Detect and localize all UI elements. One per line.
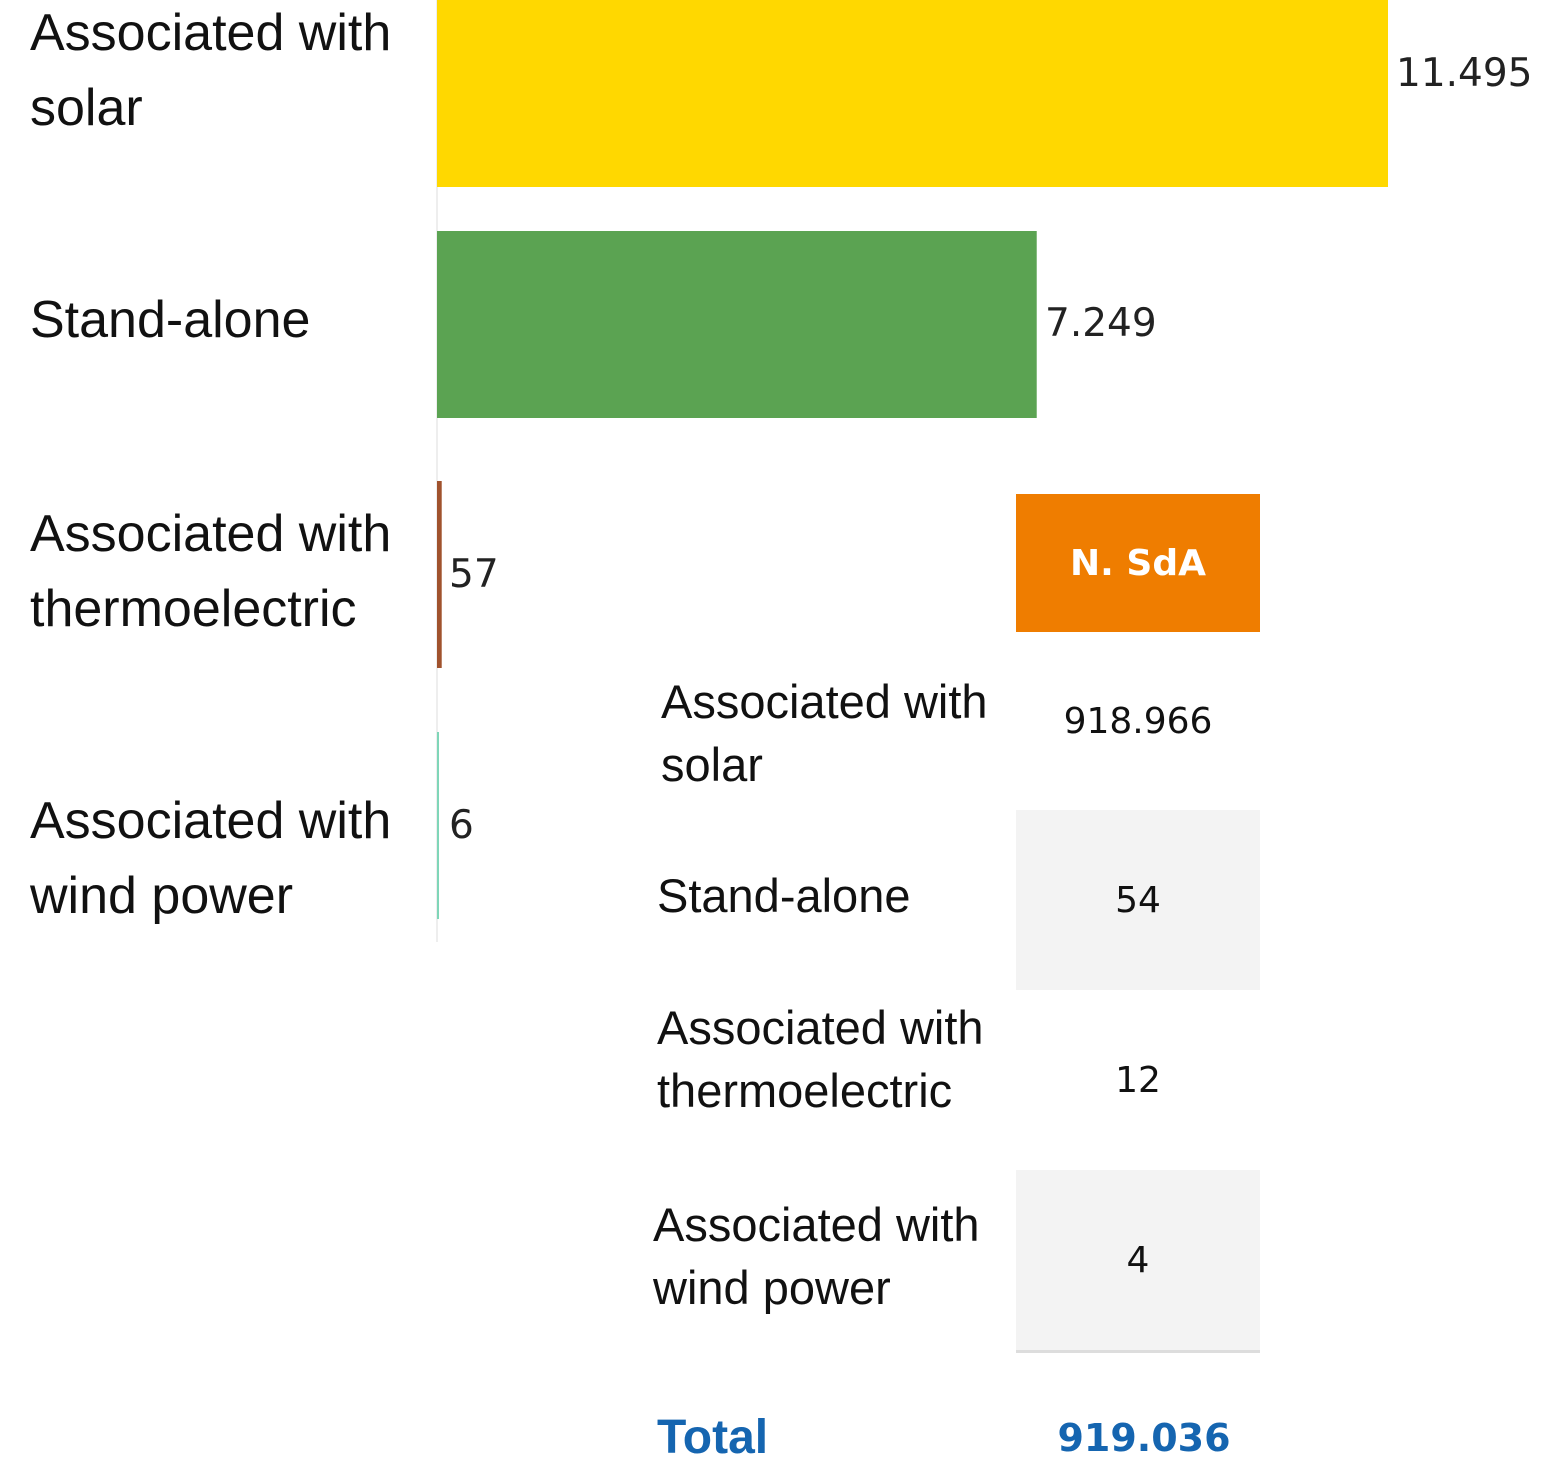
bar-value-label-wind-power: 6	[449, 803, 474, 848]
table-header-nsda: N. SdA	[1016, 494, 1260, 632]
bar-value-label-thermoelectric: 57	[449, 552, 499, 597]
table-total-label: Total	[657, 1411, 769, 1464]
table-row-label-solar: Associated with solar	[661, 675, 988, 791]
table-cell-solar: 918.966	[1063, 700, 1213, 742]
table-cell-wind-power: 4	[1016, 1170, 1260, 1350]
table-row-label-stand-alone: Stand-alone	[657, 869, 911, 922]
category-label-stand-alone: Stand-alone	[30, 291, 311, 349]
table-row-label-wind-power: Associated with wind power	[653, 1198, 980, 1314]
table-cell-thermoelectric: 12	[1115, 1059, 1161, 1101]
bar-value-label-solar: 11.495	[1396, 51, 1533, 96]
bar-value-label-stand-alone: 7.249	[1045, 301, 1157, 346]
bar-wind-power	[437, 732, 439, 919]
category-label-wind-power: Associated with wind power	[30, 792, 392, 925]
table-cell-stand-alone: 54	[1016, 810, 1260, 990]
bar-thermoelectric	[437, 481, 442, 668]
category-label-solar: Associated with solar	[30, 4, 392, 137]
category-label-thermoelectric: Associated with thermoelectric	[30, 505, 392, 638]
table-total-value: 919.036	[1057, 1416, 1231, 1460]
table-total-divider	[1016, 1350, 1260, 1353]
bar-stand-alone	[437, 231, 1037, 418]
bars-group	[437, 0, 1388, 919]
table-row-label-thermoelectric: Associated with thermoelectric	[657, 1001, 984, 1117]
bar-solar	[437, 0, 1388, 187]
